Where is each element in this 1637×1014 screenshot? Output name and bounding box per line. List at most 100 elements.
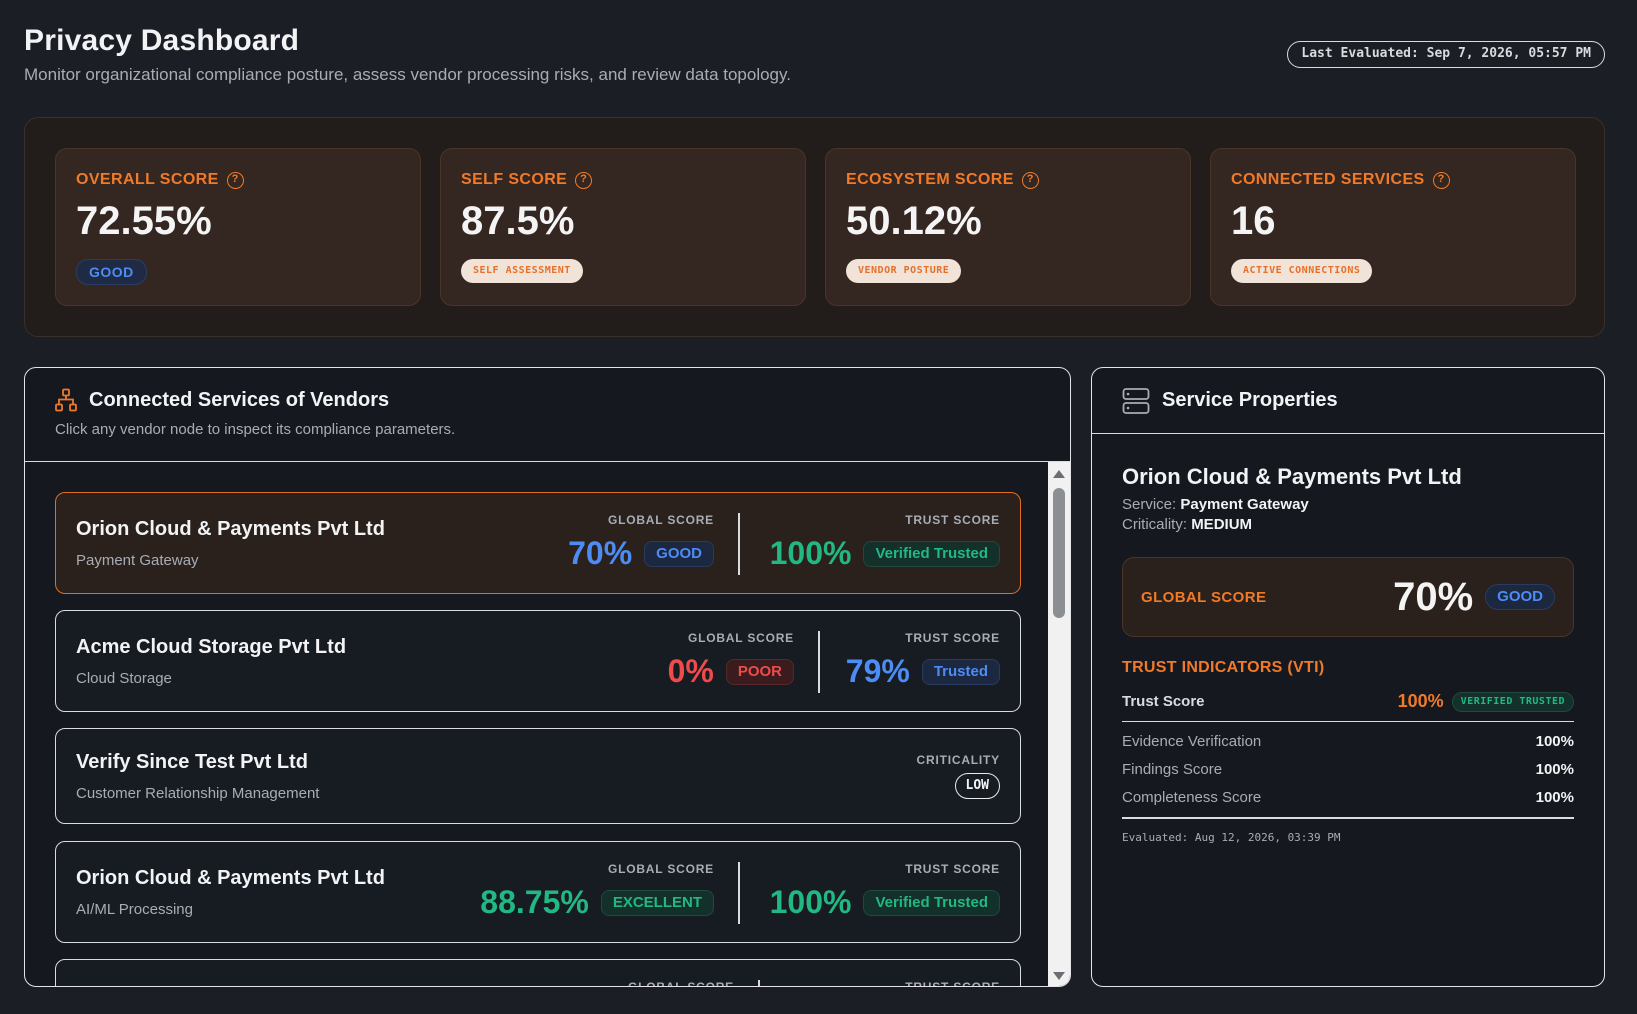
vendors-panel-description: Click any vendor node to inspect its com… xyxy=(55,421,456,438)
overall-score-label: OVERALL SCORE xyxy=(76,171,219,188)
connected-services-value: 16 xyxy=(1231,199,1276,243)
help-circle-icon[interactable]: ? xyxy=(575,171,593,189)
global-score-value: 70% xyxy=(568,535,633,571)
trust-score-label: TRUST SCORE xyxy=(905,513,1000,527)
global-score-label: GLOBAL SCORE xyxy=(1141,588,1267,606)
help-circle-icon[interactable]: ? xyxy=(226,171,244,189)
divider xyxy=(1122,817,1574,819)
trust-score-value: 79% xyxy=(845,653,910,689)
score-divider xyxy=(738,513,740,575)
metric-value: 100% xyxy=(1535,761,1574,778)
vendor-list-scrollbar[interactable] xyxy=(1048,462,1070,986)
metric-row: Findings Score 100% xyxy=(1122,761,1574,778)
self-score-label: SELF SCORE xyxy=(461,171,568,188)
metric-label: Evidence Verification xyxy=(1122,733,1262,750)
trust-score-row: Trust Score 100% VERIFIED TRUSTED xyxy=(1122,691,1574,722)
trust-indicators-heading: TRUST INDICATORS (VTI) xyxy=(1122,659,1325,676)
vendor-name: Orion Cloud & Payments Pvt Ltd xyxy=(76,518,385,540)
global-score-label: GLOBAL SCORE xyxy=(607,862,714,876)
self-score-badge: SELF ASSESSMENT xyxy=(461,259,583,283)
trust-score-badge: VERIFIED TRUSTED xyxy=(1451,691,1574,712)
vendors-panel: Connected Services of Vendors Click any … xyxy=(24,367,1071,987)
selected-service-line: Service: Payment Gateway xyxy=(1122,496,1574,513)
vendor-card[interactable]: Verify Since Test Pvt Ltd Customer Relat… xyxy=(55,728,1021,824)
trust-score-block: TRUST SCORE 79% Trusted xyxy=(846,631,1000,690)
metric-value: 100% xyxy=(1535,733,1574,750)
trust-score-badge: Verified Trusted xyxy=(863,540,1000,567)
global-score-block: GLOBAL SCORE 70% GOOD xyxy=(568,513,714,572)
global-score-block: GLOBAL SCORE xyxy=(627,980,734,987)
page-title: Privacy Dashboard xyxy=(24,24,300,57)
vendors-panel-header: Connected Services of Vendors Click any … xyxy=(25,368,1070,462)
vendor-card[interactable]: Orion Cloud & Payments Pvt Ltd AI/ML Pro… xyxy=(55,841,1021,943)
ecosystem-score-value: 50.12% xyxy=(846,199,982,243)
trust-score-label: Trust Score xyxy=(1122,693,1205,710)
trust-score-label: TRUST SCORE xyxy=(905,631,1000,645)
vendor-service: Customer Relationship Management xyxy=(76,785,320,802)
service-properties-panel: Service Properties Orion Cloud & Payment… xyxy=(1091,367,1605,987)
last-evaluated-badge: Last Evaluated: Sep 7, 2026, 05:57 PM xyxy=(1287,41,1605,68)
evaluated-timestamp: Evaluated: Aug 12, 2026, 03:39 PM xyxy=(1122,830,1341,844)
help-circle-icon[interactable]: ? xyxy=(1432,171,1450,189)
global-score-badge: POOR xyxy=(725,658,794,685)
help-circle-icon[interactable]: ? xyxy=(1021,171,1039,189)
overall-score-card: OVERALL SCORE? 72.55% GOOD xyxy=(55,148,421,306)
global-score-label: GLOBAL SCORE xyxy=(607,513,714,527)
trust-score-badge: Verified Trusted xyxy=(863,889,1000,916)
trust-score-value: 100% xyxy=(1397,691,1444,711)
score-divider xyxy=(738,862,740,924)
vendor-name: Orion Cloud & Payments Pvt Ltd xyxy=(76,867,385,889)
trust-score-value: 100% xyxy=(769,884,852,920)
vendor-card[interactable]: Acme Cloud Storage Pvt Ltd Cloud Storage… xyxy=(55,610,1021,712)
global-score-block: GLOBAL SCORE 0% POOR xyxy=(668,631,794,690)
trust-score-block: TRUST SCORE 100% Verified Trusted xyxy=(770,513,1000,572)
global-score-block: GLOBAL SCORE 88.75% EXCELLENT xyxy=(480,862,714,921)
global-score-label: GLOBAL SCORE xyxy=(627,980,734,987)
scroll-thumb[interactable] xyxy=(1053,488,1065,618)
selected-criticality-line: Criticality: MEDIUM xyxy=(1122,516,1574,533)
trust-score-label: TRUST SCORE xyxy=(905,862,1000,876)
vendor-card[interactable]: Orion Cloud & Payments Pvt Ltd Payment G… xyxy=(55,492,1021,594)
metric-value: 100% xyxy=(1535,789,1574,806)
overall-score-value: 72.55% xyxy=(76,199,212,243)
metric-label: Findings Score xyxy=(1122,761,1223,778)
connected-services-badge: ACTIVE CONNECTIONS xyxy=(1231,259,1373,283)
self-score-card: SELF SCORE? 87.5% SELF ASSESSMENT xyxy=(440,148,806,306)
server-icon xyxy=(1122,387,1150,414)
global-score-box: GLOBAL SCORE 70% GOOD xyxy=(1122,557,1574,637)
network-tree-icon xyxy=(55,388,77,412)
metric-row: Completeness Score 100% xyxy=(1122,789,1574,806)
trust-score-label: TRUST SCORE xyxy=(905,980,1000,987)
connected-services-label: CONNECTED SERVICES xyxy=(1231,171,1425,188)
criticality-label: CRITICALITY xyxy=(916,753,1000,767)
trust-score-block: TRUST SCORE 100% Verified Trusted xyxy=(770,862,1000,921)
vendor-name: Acme Cloud Storage Pvt Ltd xyxy=(76,636,347,658)
global-score-value: 88.75% xyxy=(480,884,589,920)
service-label: Service: xyxy=(1122,496,1177,513)
trust-score-value: 100% xyxy=(769,535,852,571)
connected-services-card: CONNECTED SERVICES? 16 ACTIVE CONNECTION… xyxy=(1210,148,1576,306)
criticality-label: Criticality: xyxy=(1122,516,1188,533)
metric-row: Evidence Verification 100% xyxy=(1122,733,1574,750)
page-subtitle: Monitor organizational compliance postur… xyxy=(24,65,791,84)
criticality-badge: LOW xyxy=(954,773,1000,799)
trust-score-block: TRUST SCORE xyxy=(905,980,1000,987)
vendor-list[interactable]: Orion Cloud & Payments Pvt Ltd Payment G… xyxy=(25,462,1049,987)
overall-score-badge: GOOD xyxy=(76,259,147,285)
metric-label: Completeness Score xyxy=(1122,789,1262,806)
global-score-label: GLOBAL SCORE xyxy=(687,631,794,645)
vendors-panel-title: Connected Services of Vendors xyxy=(89,388,390,411)
vendor-service: Cloud Storage xyxy=(76,670,172,687)
criticality-value: MEDIUM xyxy=(1191,516,1253,533)
selected-vendor-name: Orion Cloud & Payments Pvt Ltd xyxy=(1122,464,1462,489)
self-score-value: 87.5% xyxy=(461,199,575,243)
scroll-up-arrow-icon[interactable] xyxy=(1053,470,1065,478)
vendor-card[interactable]: GLOBAL SCORE TRUST SCORE xyxy=(55,959,1021,987)
ecosystem-score-badge: VENDOR POSTURE xyxy=(846,259,962,283)
service-properties-title: Service Properties xyxy=(1162,389,1338,411)
scroll-down-arrow-icon[interactable] xyxy=(1053,972,1065,980)
vendor-service: AI/ML Processing xyxy=(76,901,193,918)
vendor-name: Verify Since Test Pvt Ltd xyxy=(76,751,308,773)
criticality-block: CRITICALITY LOW xyxy=(917,753,1000,799)
ecosystem-score-card: ECOSYSTEM SCORE? 50.12% VENDOR POSTURE xyxy=(825,148,1191,306)
